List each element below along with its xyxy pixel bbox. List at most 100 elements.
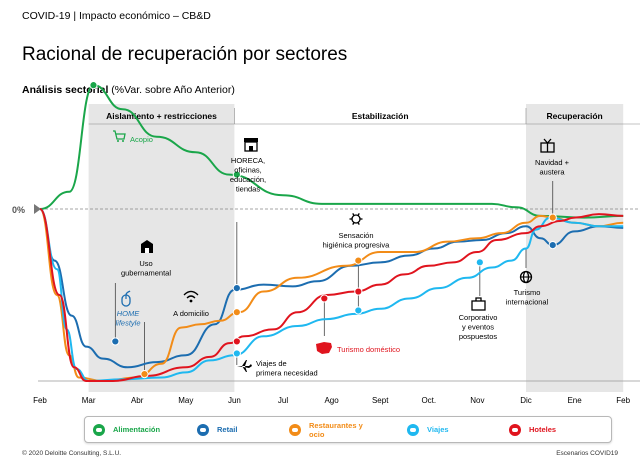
series-marker xyxy=(232,284,241,293)
wifi-dot xyxy=(189,299,193,303)
annotation-acopio: Acopio xyxy=(130,135,153,144)
series-marker xyxy=(354,256,363,265)
x-tick-label: May xyxy=(178,396,193,405)
briefcase-icon xyxy=(471,297,486,311)
x-tick-label: Abr xyxy=(131,396,144,405)
x-tick-label: Ago xyxy=(324,396,339,405)
legend-label: Restaurantes y ocio xyxy=(309,420,363,439)
storefront-icon xyxy=(244,138,258,152)
series-marker xyxy=(354,287,363,296)
series-marker xyxy=(354,306,363,315)
wifi-arc xyxy=(183,290,199,296)
bed-icon xyxy=(509,423,521,436)
phase-label: Aislamiento + restricciones xyxy=(106,111,217,121)
series-marker xyxy=(548,213,557,222)
shopping-bag-icon xyxy=(197,423,209,436)
virus-spike xyxy=(357,222,360,225)
annotation-navidad: Navidad + xyxy=(535,158,570,167)
virus-spike xyxy=(352,213,355,216)
series-marker xyxy=(548,241,557,250)
annotation-viajes: Viajes de xyxy=(256,359,287,368)
wifi-icon xyxy=(183,290,199,303)
legend-item-alimentacion: Alimentación xyxy=(93,423,197,436)
annotation-horeca: educación, xyxy=(230,175,266,184)
annotation-horeca: HORECA, xyxy=(231,156,265,165)
virus-spike xyxy=(352,222,355,225)
plane-icon xyxy=(237,360,252,372)
virus-spike xyxy=(357,213,360,216)
subtitle-bold: Análisis sectorial xyxy=(22,84,109,96)
spain-shape xyxy=(316,342,332,354)
annotation-turismo: internacional xyxy=(506,298,549,307)
x-tick-label: Feb xyxy=(616,396,630,405)
annotation-turismo: Turismo xyxy=(514,288,541,297)
legend-label: Retail xyxy=(217,425,238,434)
phase-label: Estabilización xyxy=(352,111,409,121)
gift-bow xyxy=(543,138,552,144)
legend-label: Alimentación xyxy=(113,425,161,434)
phase-label: Recuperación xyxy=(546,111,602,121)
annotation-navidad: austera xyxy=(539,168,565,177)
series-marker xyxy=(232,170,241,179)
series-line-1 xyxy=(39,208,624,369)
plane-icon xyxy=(407,423,419,436)
chart-subtitle: Análisis sectorial (%Var. sobre Año Ante… xyxy=(22,84,235,96)
x-tick-label: Dic xyxy=(520,396,532,405)
annotation-corporativo: pospuestos xyxy=(459,332,498,341)
annotation-viajes: primera necesidad xyxy=(256,369,318,378)
annotation-domicilio: A domicilio xyxy=(173,309,209,318)
copyright-text: © 2020 Deloitte Consulting, S.L.U. xyxy=(22,450,122,457)
annotation-horeca: tiendas xyxy=(236,185,260,194)
series-marker xyxy=(475,258,484,267)
legend-label: Hoteles xyxy=(529,425,557,434)
footer-scenario-text: Escenarios COVID19 xyxy=(556,450,618,457)
annotation-corporativo: Corporativo xyxy=(459,313,498,322)
series-marker xyxy=(232,349,241,358)
subtitle-rest: (%Var. sobre Año Anterior) xyxy=(108,84,235,96)
annotation-uso: gubernamental xyxy=(121,269,171,278)
virus-body xyxy=(351,214,361,224)
briefcase-handle xyxy=(475,297,482,301)
annotation-sensacion: Sensación xyxy=(338,231,373,240)
legend-item-hoteles: Hoteles xyxy=(509,423,599,436)
gift-icon xyxy=(540,138,555,153)
x-tick-label: Mar xyxy=(82,396,96,405)
building-door xyxy=(145,248,149,253)
series-line-4 xyxy=(39,208,624,382)
series-marker xyxy=(89,81,98,90)
phase-band-0 xyxy=(88,104,235,392)
x-tick-label: Feb xyxy=(33,396,47,405)
series-line-0 xyxy=(39,84,624,219)
annotation-horeca: oficinas, xyxy=(234,166,262,175)
x-tick-label: Ene xyxy=(567,396,582,405)
briefcase-body xyxy=(471,300,486,311)
legend-item-viajes: Viajes xyxy=(407,423,509,436)
series-marker xyxy=(232,337,241,346)
annotation-home: lifestyle xyxy=(115,319,140,328)
annotation-sensacion: higiénica progresiva xyxy=(323,241,391,250)
food-icon xyxy=(93,423,105,436)
zero-label: 0% xyxy=(12,205,25,215)
wifi-arc xyxy=(186,295,196,299)
series-marker xyxy=(320,294,329,303)
building-icon xyxy=(141,240,153,253)
plane-shape xyxy=(237,360,252,372)
annotation-home: HOME xyxy=(117,309,140,318)
cart-wheel xyxy=(122,140,124,142)
globe-icon xyxy=(519,270,533,284)
x-tick-label: Nov xyxy=(470,396,484,405)
building-shape xyxy=(141,240,153,253)
series-marker xyxy=(232,308,241,317)
chart-legend: Alimentación Retail Restaurantes y ocio … xyxy=(84,416,612,443)
series-marker xyxy=(140,370,149,379)
legend-item-retail: Retail xyxy=(197,423,289,436)
legend-label: Viajes xyxy=(427,425,449,434)
mouse-icon xyxy=(121,290,131,307)
annotation-domestico: Turismo doméstico xyxy=(337,345,400,354)
zero-marker-icon xyxy=(34,204,41,214)
x-tick-label: Sept xyxy=(372,396,389,405)
store-awning xyxy=(244,138,258,142)
annotation-uso: Uso xyxy=(139,259,152,268)
report-header: COVID-19 | Impacto económico – CB&D xyxy=(22,10,211,22)
spain-map-icon xyxy=(316,342,332,354)
